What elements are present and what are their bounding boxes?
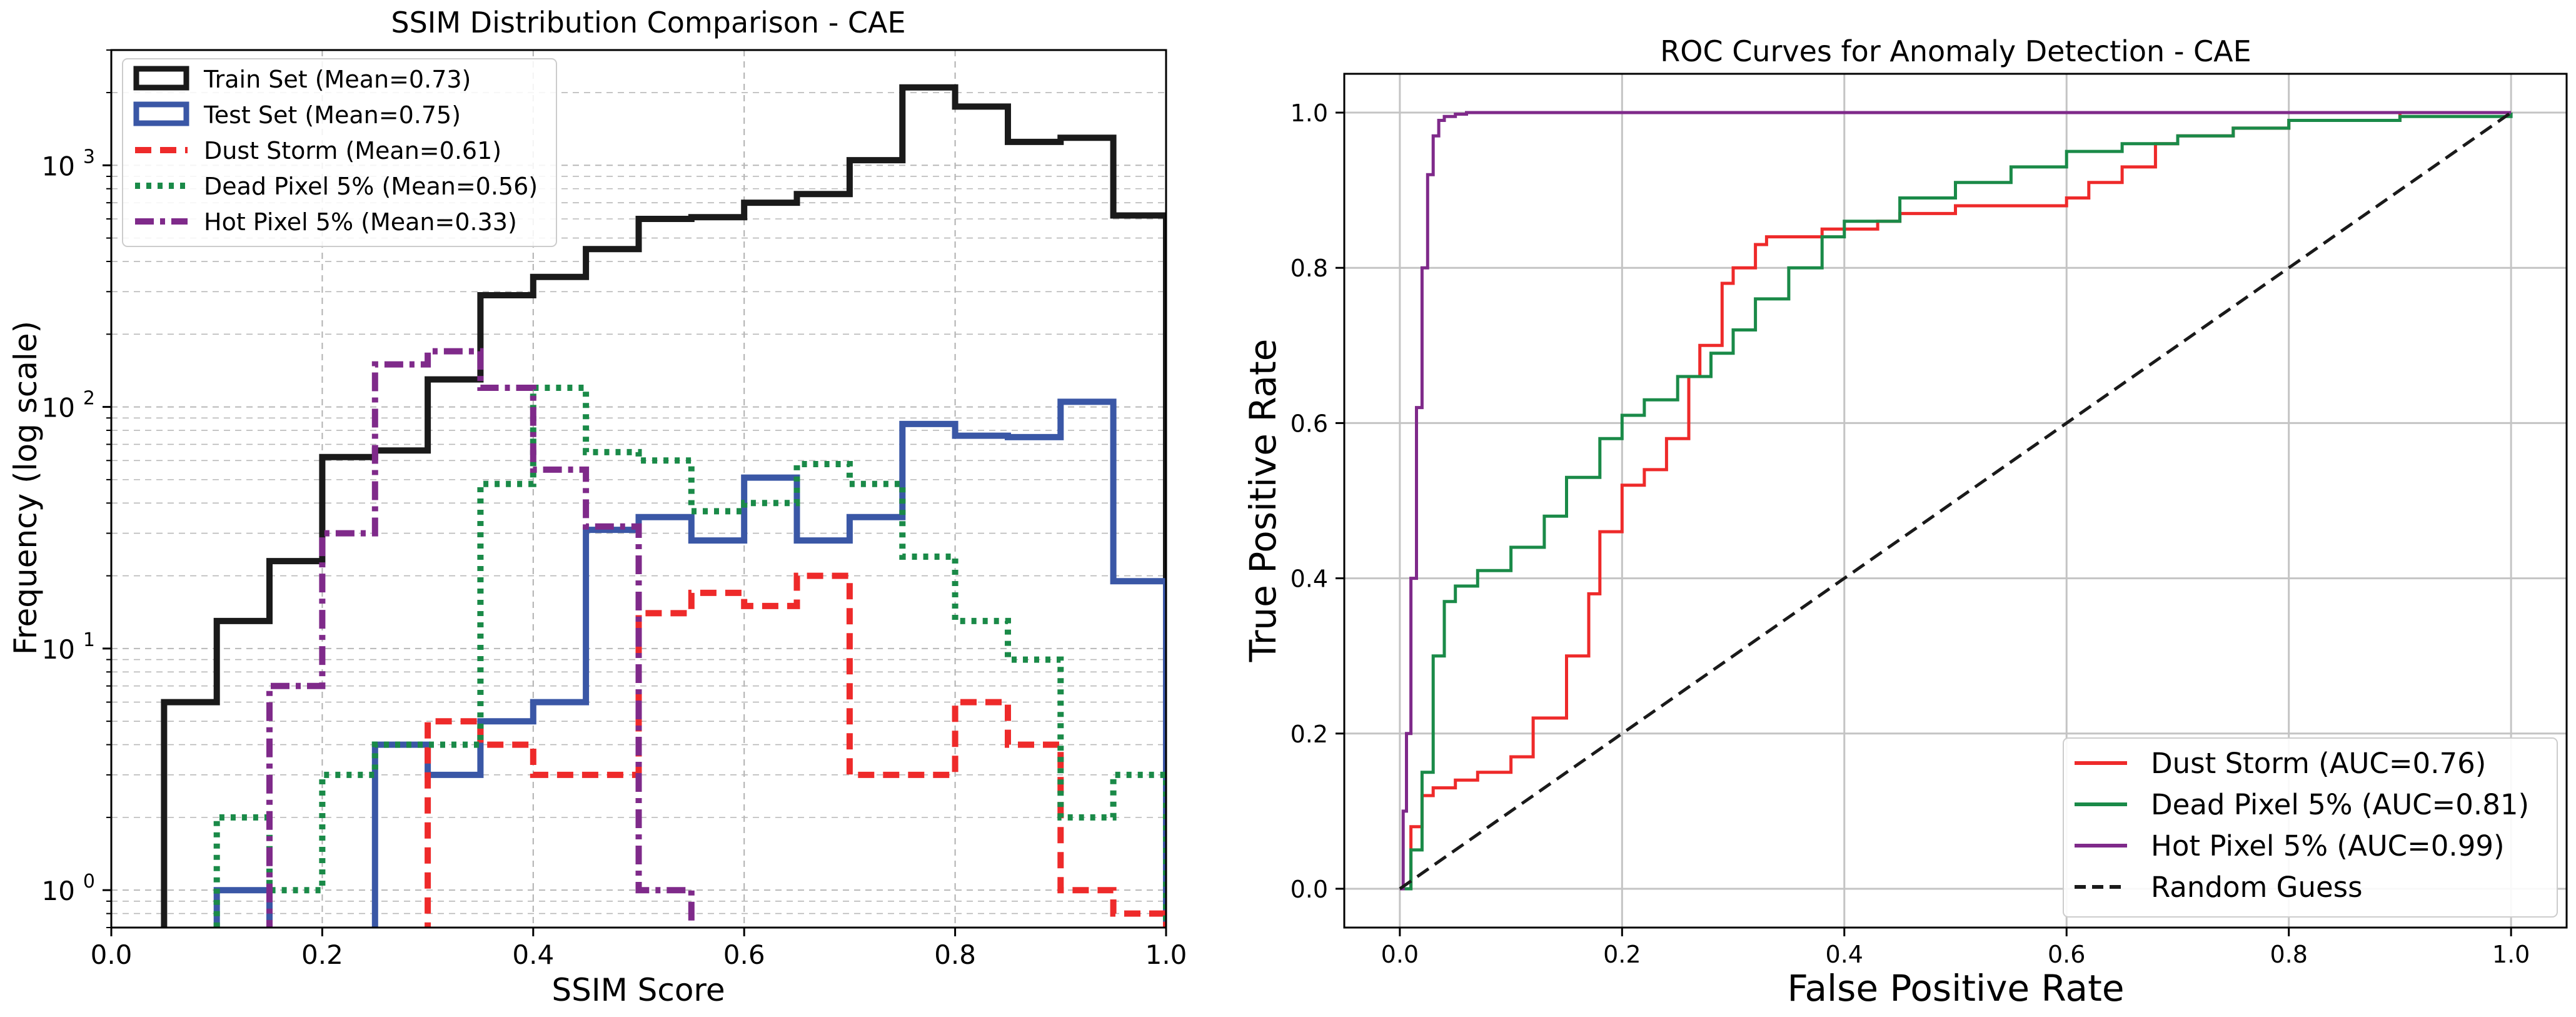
hist-x-tick-label: 0.8 [934, 939, 976, 970]
hist-legend-entry: Hot Pixel 5% (Mean=0.33) [135, 208, 517, 236]
hist-legend-label: Hot Pixel 5% (Mean=0.33) [204, 208, 517, 236]
hist-legend-label: Train Set (Mean=0.73) [203, 66, 471, 93]
hist-y-tick-label: 10 [42, 393, 75, 423]
hist-legend-entry: Dead Pixel 5% (Mean=0.56) [135, 173, 538, 200]
hist-x-tick-label: 0.6 [723, 939, 765, 970]
hist-y-tick-label: 10 [42, 876, 75, 906]
roc-y-tick-label: 0.8 [1291, 255, 1328, 282]
hist-legend: Train Set (Mean=0.73) Test Set (Mean=0.75… [122, 58, 557, 247]
roc-x-tick-label: 0.8 [2270, 941, 2307, 968]
hist-x-tick-label: 1.0 [1145, 939, 1187, 970]
hist-legend-label: Dust Storm (Mean=0.61) [204, 137, 501, 164]
roc-legend-label: Hot Pixel 5% (AUC=0.99) [2151, 829, 2505, 863]
roc-legend-box [2063, 737, 2558, 918]
hist-legend-swatch [133, 101, 189, 126]
hist-series-2 [425, 572, 1166, 928]
roc-x-ticks: 0.0 0.2 0.4 0.6 0.8 1.0 [1381, 928, 2530, 968]
roc-legend-label: Dead Pixel 5% (AUC=0.81) [2151, 788, 2529, 821]
roc-x-tick-label: 0.2 [1603, 941, 1641, 968]
hist-y-ticks: 10 0 10 1 10 2 10 3 [42, 49, 111, 928]
roc-y-tick-label: 0.0 [1291, 876, 1328, 903]
roc-y-label: True Positive Rate [1242, 339, 1284, 663]
roc-legend-entry: Dust Storm (AUC=0.76) [2075, 747, 2486, 780]
roc-x-tick-label: 0.4 [1826, 941, 1863, 968]
hist-legend-label: Dead Pixel 5% (Mean=0.56) [204, 173, 538, 200]
roc-title: ROC Curves for Anomaly Detection - CAE [1660, 34, 2251, 68]
roc-legend-label: Dust Storm (AUC=0.76) [2151, 747, 2486, 780]
roc-y-ticks: 0.0 0.2 0.4 0.6 0.8 1.0 [1291, 99, 1344, 903]
hist-x-tick-label: 0.4 [512, 939, 554, 970]
hist-legend-swatch [133, 66, 189, 91]
roc-x-label: False Positive Rate [1787, 967, 2124, 1009]
hist-x-label: SSIM Score [551, 972, 725, 1008]
roc-series-1 [1399, 113, 2513, 891]
roc-x-tick-label: 0.6 [2048, 941, 2085, 968]
roc-legend-entry: Dead Pixel 5% (AUC=0.81) [2075, 788, 2529, 821]
hist-y-label: Frequency (log scale) [8, 321, 44, 655]
hist-grid [111, 49, 1166, 928]
hist-title: SSIM Distribution Comparison - CAE [391, 6, 905, 39]
hist-y-tick-exponent: 3 [83, 146, 95, 168]
hist-x-tick-label: 0.0 [91, 939, 133, 970]
hist-legend-entry: Test Set (Mean=0.75) [133, 101, 461, 129]
hist-series-4 [266, 348, 695, 928]
hist-legend-box [122, 58, 557, 247]
roc-y-tick-label: 0.4 [1291, 565, 1328, 593]
hist-y-tick-exponent: 2 [83, 388, 95, 410]
roc-legend-label: Random Guess [2151, 871, 2363, 904]
ssim-histogram-chart: SSIM Distribution Comparison - CAE 0.0 0.… [8, 6, 1187, 1008]
roc-x-tick-label: 1.0 [2492, 941, 2530, 968]
hist-series [161, 84, 1166, 928]
roc-legend-entry: Hot Pixel 5% (AUC=0.99) [2075, 829, 2505, 863]
hist-x-ticks: 0.0 0.2 0.4 0.6 0.8 1.0 [91, 928, 1187, 970]
roc-y-tick-label: 0.2 [1291, 721, 1328, 748]
hist-y-tick-exponent: 1 [83, 629, 95, 651]
roc-series-0 [1399, 111, 2512, 891]
hist-y-tick-label: 10 [42, 151, 75, 181]
roc-chart: ROC Curves for Anomaly Detection - CAE 0… [1242, 34, 2568, 1009]
roc-axes-frame [1343, 73, 2568, 929]
hist-legend-entry: Dust Storm (Mean=0.61) [135, 137, 501, 164]
roc-legend: Dust Storm (AUC=0.76) Dead Pixel 5% (AUC=… [2063, 737, 2558, 918]
roc-series [1399, 111, 2513, 891]
roc-series-3 [1399, 111, 2512, 891]
hist-legend-entry: Train Set (Mean=0.73) [133, 66, 471, 93]
hist-series-0 [161, 84, 1166, 928]
hist-y-tick-exponent: 0 [83, 871, 95, 893]
roc-y-tick-label: 0.6 [1291, 410, 1328, 437]
hist-x-tick-label: 0.2 [301, 939, 343, 970]
roc-y-tick-label: 1.0 [1291, 99, 1328, 127]
hist-legend-label: Test Set (Mean=0.75) [203, 101, 461, 129]
roc-legend-entry: Random Guess [2075, 871, 2363, 904]
roc-x-tick-label: 0.0 [1381, 941, 1419, 968]
hist-series-3 [213, 385, 1166, 928]
hist-y-tick-label: 10 [42, 634, 75, 665]
hist-axes-frame [110, 49, 1167, 929]
roc-series-2 [1399, 111, 2512, 891]
